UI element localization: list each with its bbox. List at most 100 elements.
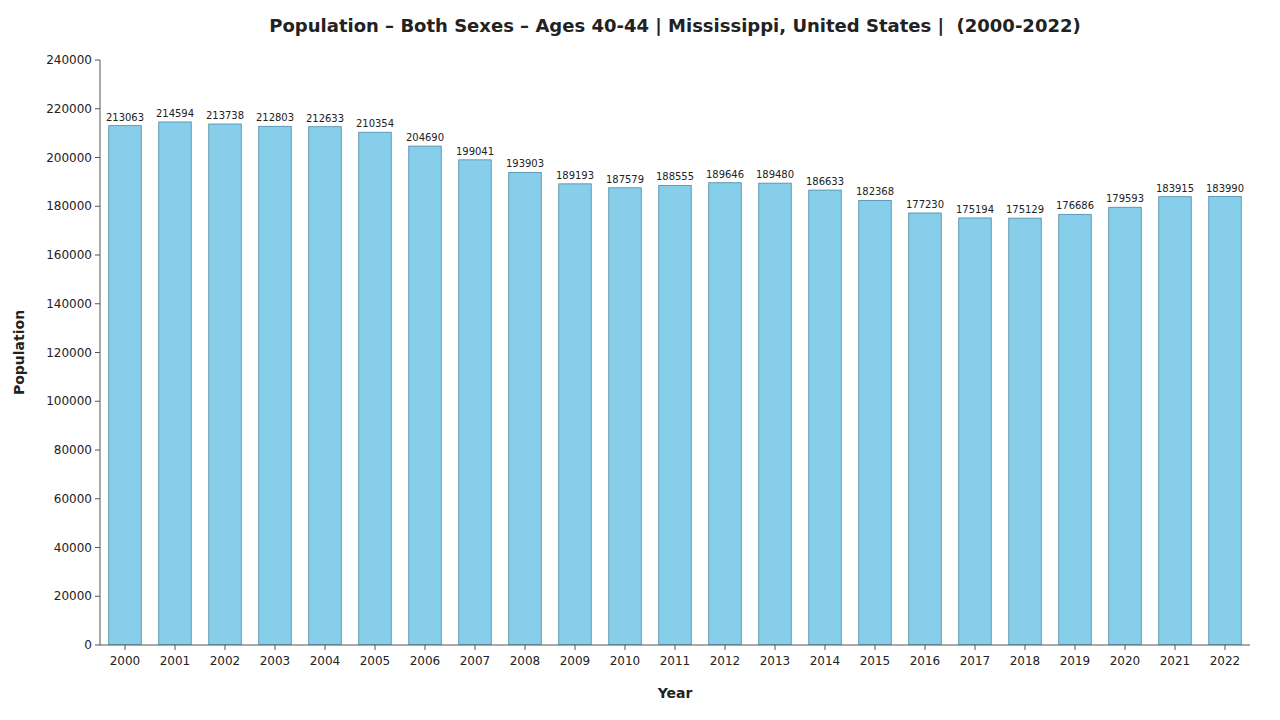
data-label: 199041 xyxy=(456,146,494,157)
axes: 0200004000060000800001000001200001400001… xyxy=(46,53,1250,668)
bar xyxy=(159,122,192,645)
y-tick-label: 220000 xyxy=(46,102,92,116)
y-tick-label: 180000 xyxy=(46,199,92,213)
bar xyxy=(409,146,442,645)
bar xyxy=(1109,207,1142,645)
data-label: 182368 xyxy=(856,186,894,197)
y-tick xyxy=(95,206,100,207)
x-tick xyxy=(1175,645,1176,650)
x-tick xyxy=(275,645,276,650)
x-tick xyxy=(1125,645,1126,650)
bar xyxy=(259,126,292,645)
bar xyxy=(709,183,742,645)
data-labels: 2130632145942137382128032126332103542046… xyxy=(106,108,1244,215)
data-label: 183990 xyxy=(1206,183,1244,194)
y-tick-label: 40000 xyxy=(54,541,92,555)
x-tick xyxy=(1075,645,1076,650)
x-tick-label: 2018 xyxy=(1010,654,1041,668)
background xyxy=(0,0,1280,720)
x-tick xyxy=(725,645,726,650)
bar xyxy=(759,183,792,645)
x-tick-label: 2001 xyxy=(160,654,191,668)
x-tick-label: 2000 xyxy=(110,654,141,668)
bar xyxy=(609,188,642,645)
x-tick xyxy=(525,645,526,650)
data-label: 210354 xyxy=(356,118,394,129)
bar xyxy=(1059,214,1092,645)
bar xyxy=(659,185,692,645)
y-tick xyxy=(95,255,100,256)
x-tick xyxy=(425,645,426,650)
data-label: 213063 xyxy=(106,112,144,123)
x-tick-label: 2008 xyxy=(510,654,541,668)
data-label: 183915 xyxy=(1156,183,1194,194)
y-tick-label: 80000 xyxy=(54,443,92,457)
x-tick-label: 2022 xyxy=(1210,654,1241,668)
y-axis-label: Population xyxy=(11,310,27,395)
data-label: 189646 xyxy=(706,169,744,180)
data-label: 213738 xyxy=(206,110,244,121)
bar xyxy=(309,127,342,645)
bar xyxy=(559,184,592,645)
y-tick xyxy=(95,645,100,646)
x-tick-label: 2019 xyxy=(1060,654,1091,668)
x-tick xyxy=(175,645,176,650)
y-tick-label: 240000 xyxy=(46,53,92,67)
x-tick-label: 2015 xyxy=(860,654,891,668)
x-tick xyxy=(1225,645,1226,650)
bar xyxy=(859,200,892,645)
x-tick xyxy=(625,645,626,650)
data-label: 187579 xyxy=(606,174,644,185)
x-tick xyxy=(825,645,826,650)
x-tick xyxy=(225,645,226,650)
x-tick-label: 2007 xyxy=(460,654,491,668)
y-tick xyxy=(95,547,100,548)
x-tick xyxy=(575,645,576,650)
bar xyxy=(959,218,992,645)
data-label: 188555 xyxy=(656,171,694,182)
data-label: 212633 xyxy=(306,113,344,124)
x-tick-label: 2002 xyxy=(210,654,241,668)
y-tick xyxy=(95,108,100,109)
x-tick xyxy=(775,645,776,650)
bar xyxy=(359,132,392,645)
bar xyxy=(909,213,942,645)
data-label: 212803 xyxy=(256,112,294,123)
x-tick-label: 2005 xyxy=(360,654,391,668)
bar xyxy=(459,160,492,645)
x-tick xyxy=(875,645,876,650)
data-label: 175129 xyxy=(1006,204,1044,215)
y-tick xyxy=(95,352,100,353)
x-tick xyxy=(325,645,326,650)
x-tick-label: 2017 xyxy=(960,654,991,668)
y-tick-label: 160000 xyxy=(46,248,92,262)
x-tick-label: 2016 xyxy=(910,654,941,668)
data-label: 189193 xyxy=(556,170,594,181)
y-tick xyxy=(95,401,100,402)
x-tick-label: 2021 xyxy=(1160,654,1191,668)
data-label: 189480 xyxy=(756,169,794,180)
x-tick xyxy=(1025,645,1026,650)
title: Population – Both Sexes – Ages 40-44 | M… xyxy=(269,15,1080,36)
y-tick xyxy=(95,303,100,304)
data-label: 175194 xyxy=(956,204,994,215)
data-label: 186633 xyxy=(806,176,844,187)
bar xyxy=(809,190,842,645)
data-label: 179593 xyxy=(1106,193,1144,204)
bars xyxy=(109,122,1242,645)
bar xyxy=(1009,218,1042,645)
data-label: 204690 xyxy=(406,132,444,143)
x-tick xyxy=(475,645,476,650)
x-tick xyxy=(125,645,126,650)
data-label: 176686 xyxy=(1056,200,1094,211)
y-tick-label: 140000 xyxy=(46,297,92,311)
x-tick xyxy=(375,645,376,650)
data-label: 193903 xyxy=(506,158,544,169)
x-tick-label: 2009 xyxy=(560,654,591,668)
bar xyxy=(1209,197,1242,645)
y-tick xyxy=(95,157,100,158)
y-tick xyxy=(95,498,100,499)
x-tick-label: 2004 xyxy=(310,654,341,668)
x-tick-label: 2006 xyxy=(410,654,441,668)
x-tick-label: 2020 xyxy=(1110,654,1141,668)
